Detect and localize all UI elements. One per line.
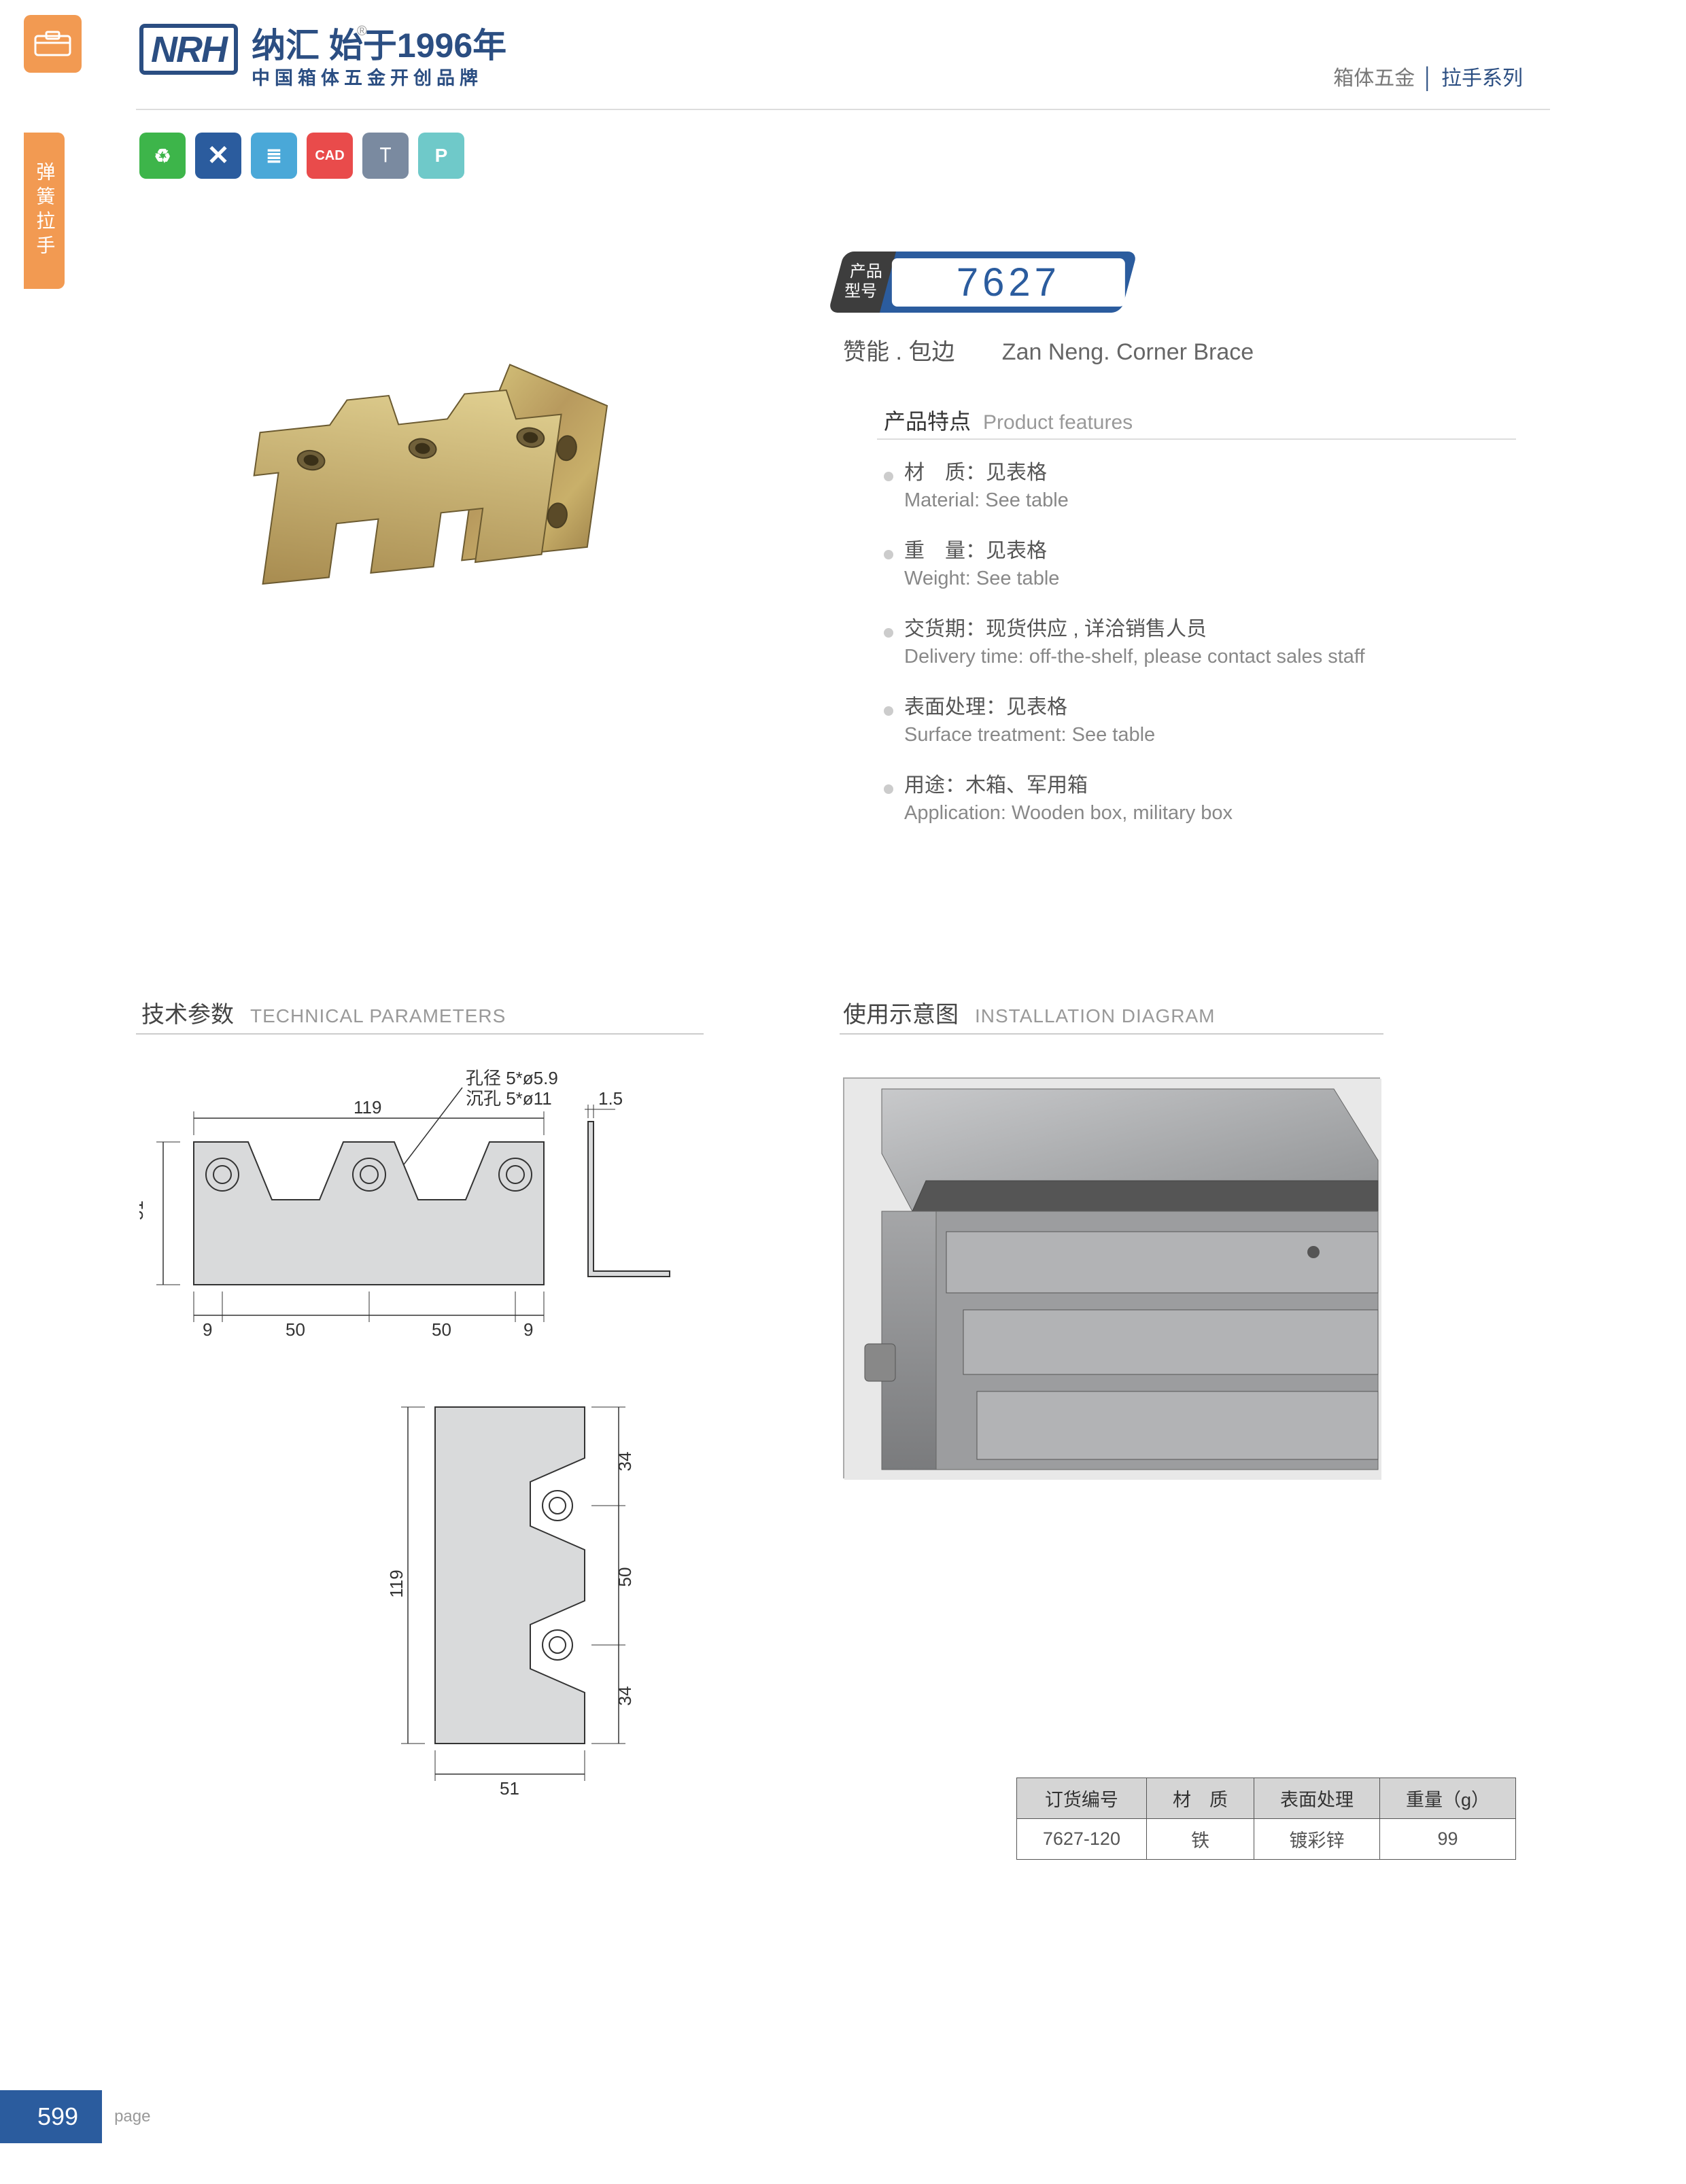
page-number-value: 599 [0, 2090, 102, 2143]
model-number: 7627 [880, 252, 1137, 313]
spring-icon: ≣ [251, 133, 297, 179]
feature-item: 重 量：见表格Weight: See table [884, 534, 1516, 590]
brand-subtitle: 中国箱体五金开创品牌 [252, 63, 483, 90]
feature-icons: ♻ ✕ ≣ CAD ⟙ P [139, 133, 464, 179]
product-name-cn: 赞能 . 包边 [843, 339, 954, 365]
logo-text: NRH [151, 29, 226, 71]
hole-label-1: 孔径 5*ø5.9 [466, 1068, 558, 1088]
side-icon [24, 15, 82, 73]
dim-r2: 50 [615, 1567, 635, 1587]
tools-icon: ✕ [195, 133, 241, 179]
page-label: page [114, 2107, 150, 2126]
dim-b1: 9 [203, 1319, 212, 1340]
eco-icon: ♻ [139, 133, 186, 179]
feature-item: 交货期：现货供应 , 详洽销售人员Delivery time: off-the-… [884, 612, 1516, 668]
brand-cn: 纳汇 始于1996年 [252, 18, 506, 67]
dim-b3: 50 [432, 1319, 451, 1340]
dim-r3: 34 [615, 1686, 635, 1706]
feature-item: 材 质：见表格Material: See table [884, 455, 1516, 512]
dim-height: 51 [139, 1200, 147, 1220]
hole-label-2: 沉孔 5*ø11 [466, 1088, 552, 1109]
breadcrumb: 箱体五金│拉手系列 [1333, 61, 1523, 91]
dim-b4: 9 [523, 1319, 533, 1340]
table-header: 材 质 [1146, 1778, 1254, 1819]
feature-item: 表面处理：见表格Surface treatment: See table [884, 690, 1516, 746]
side-tab-text: 弹簧拉手 [29, 162, 60, 260]
dim-thickness: 1.5 [598, 1088, 623, 1109]
tech-diagram-front: 孔径 5*ø5.9 沉孔 5*ø11 119 51 [139, 1067, 697, 1356]
features-heading: 产品特点Product features [884, 404, 1133, 436]
table-cell: 镀彩锌 [1254, 1819, 1379, 1860]
tech-diagram-side: 119 34 50 34 51 [388, 1373, 714, 1812]
screw-icon: ⟙ [362, 133, 409, 179]
breadcrumb-category: 箱体五金 [1333, 67, 1415, 90]
spec-table: 订货编号 材 质 表面处理 重量（g） 7627-120 铁 镀彩锌 99 [1016, 1778, 1516, 1860]
product-image [201, 282, 646, 683]
product-name: 赞能 . 包边 Zan Neng. Corner Brace [843, 333, 1254, 366]
table-header-row: 订货编号 材 质 表面处理 重量（g） [1016, 1778, 1515, 1819]
page-number: 599 page [0, 2090, 150, 2143]
cad-icon: CAD [307, 133, 353, 179]
dim-b2: 50 [286, 1319, 305, 1340]
product-name-en: Zan Neng. Corner Brace [1002, 339, 1254, 365]
table-cell: 铁 [1146, 1819, 1254, 1860]
breadcrumb-series: 拉手系列 [1441, 67, 1523, 90]
table-cell: 99 [1379, 1819, 1515, 1860]
side-tab: 弹簧拉手 [24, 133, 65, 289]
model-badge: 产品 型号 7627 [836, 252, 1129, 313]
svg-text:119: 119 [388, 1570, 407, 1597]
registered-mark: ® [357, 24, 367, 39]
table-row: 7627-120 铁 镀彩锌 99 [1016, 1819, 1515, 1860]
logo: NRH [139, 24, 238, 75]
dim-r1: 34 [615, 1452, 635, 1472]
dim-width: 119 [354, 1097, 381, 1117]
p-icon: P [418, 133, 464, 179]
table-header: 订货编号 [1016, 1778, 1146, 1819]
installation-photo [843, 1077, 1380, 1478]
feature-item: 用途：木箱、军用箱Application: Wooden box, milita… [884, 768, 1516, 825]
table-cell: 7627-120 [1016, 1819, 1146, 1860]
tech-params-heading: 技术参数 TECHNICAL PARAMETERS [141, 996, 506, 1029]
table-header: 表面处理 [1254, 1778, 1379, 1819]
install-heading: 使用示意图 INSTALLATION DIAGRAM [843, 996, 1215, 1029]
header: NRH 纳汇 始于1996年 ® 中国箱体五金开创品牌 箱体五金│拉手系列 [0, 24, 1686, 112]
features-list: 材 质：见表格Material: See table 重 量：见表格Weight… [884, 455, 1516, 846]
dim-side-w: 51 [500, 1778, 519, 1799]
table-header: 重量（g） [1379, 1778, 1515, 1819]
